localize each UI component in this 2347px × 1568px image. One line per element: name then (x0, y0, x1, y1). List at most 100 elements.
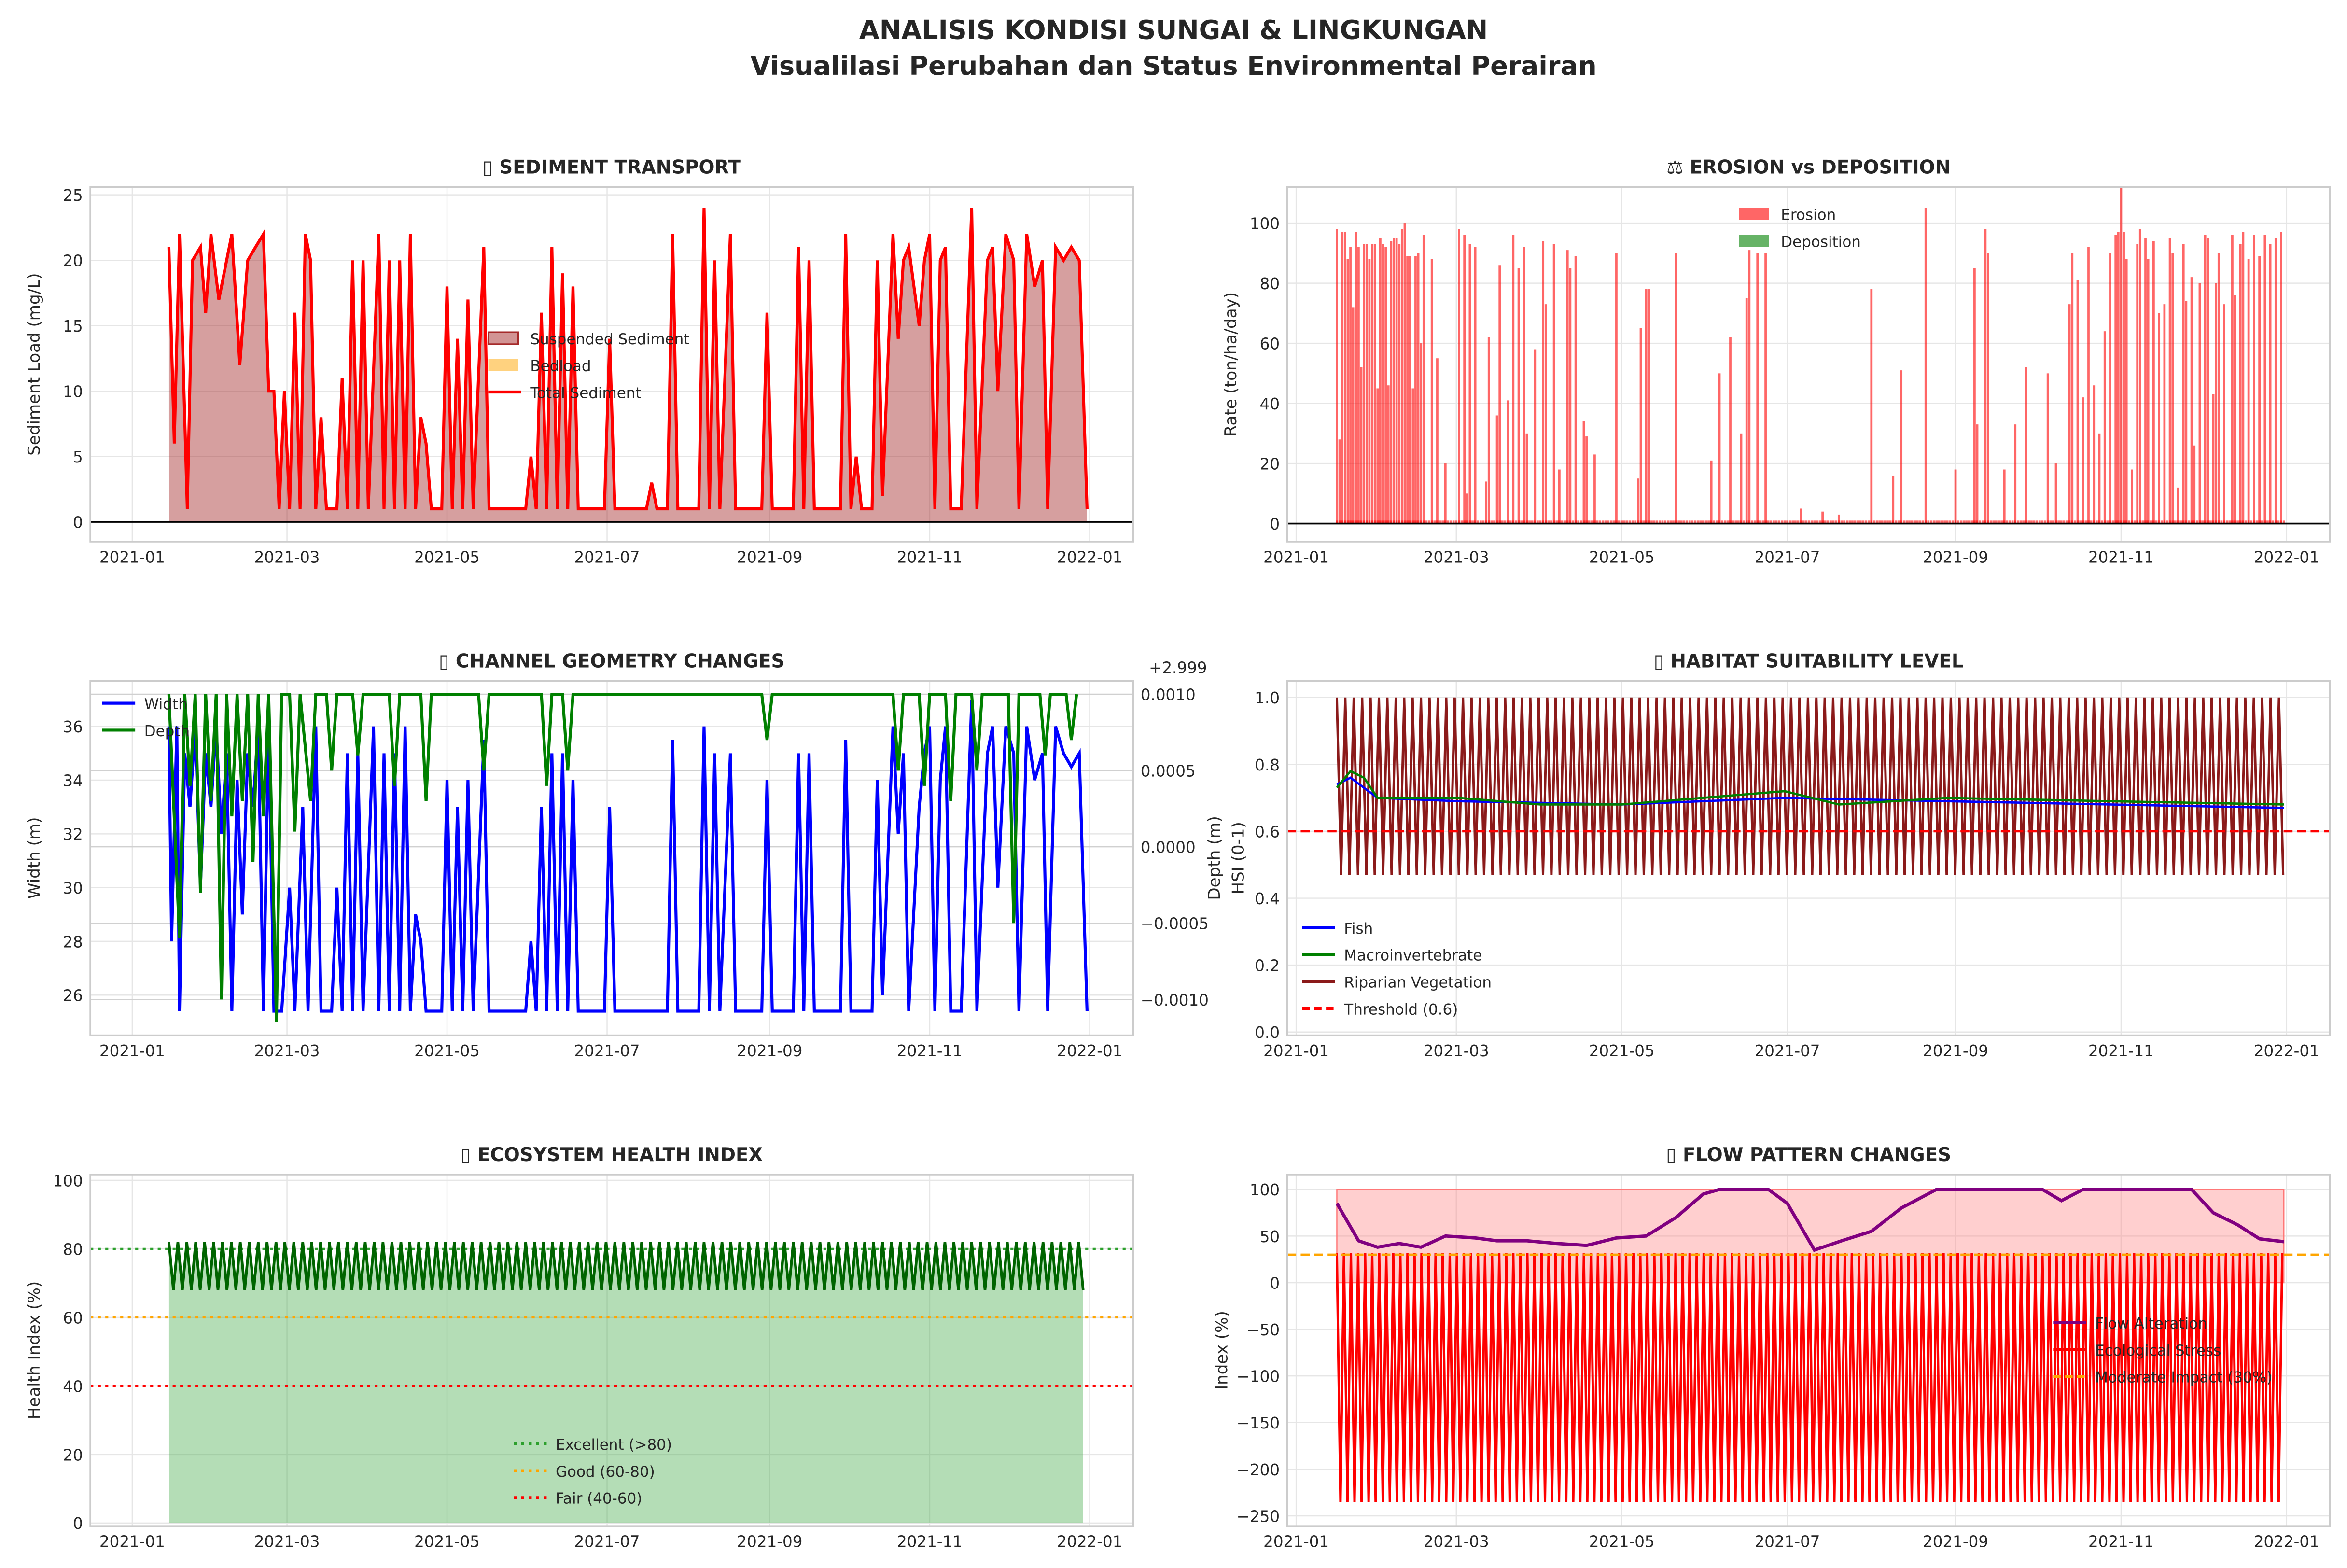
legend-label: Suspended Sediment (530, 331, 689, 348)
erosion-bar (2044, 520, 2046, 524)
erosion-bar (2174, 520, 2177, 524)
legend-swatch (1739, 208, 1769, 220)
erosion-bar (1558, 469, 1561, 524)
erosion-bar (1832, 520, 1835, 524)
y-tick-label: 60 (1260, 335, 1280, 353)
erosion-bar (2228, 520, 2231, 524)
erosion-bar (2217, 520, 2220, 524)
y-tick-label: 20 (63, 252, 83, 270)
erosion-bar (1512, 235, 1515, 524)
erosion-bar (1450, 520, 1452, 524)
erosion-bar (1954, 520, 1957, 524)
legend-item-0: Fish (1302, 920, 1373, 938)
erosion-bar (1417, 520, 1420, 524)
erosion-bar (2223, 520, 2225, 524)
erosion-bar (1349, 247, 1352, 524)
x-tick-label: 2021-05 (414, 1533, 480, 1551)
y-axis-label: Health Index (%) (25, 1281, 44, 1419)
x-tick-label: 2021-03 (1424, 548, 1489, 566)
erosion-bar (1555, 520, 1558, 524)
erosion-bar (2185, 520, 2188, 524)
erosion-bar (2280, 520, 2282, 524)
erosion-bar (1387, 385, 1390, 524)
erosion-bar (1574, 520, 1577, 524)
erosion-bar (1373, 520, 1376, 524)
erosion-bar (2179, 520, 2182, 524)
erosion-bar (1525, 520, 1528, 524)
riparian-vegetation-line (1335, 697, 2285, 875)
erosion-bar (2212, 520, 2215, 524)
erosion-bar (1479, 520, 1482, 524)
erosion-bar (1490, 520, 1493, 524)
erosion-bar (2215, 283, 2218, 524)
erosion-bar (1881, 520, 1884, 524)
erosion-bar (1411, 520, 1414, 524)
erosion-bar (2144, 238, 2147, 524)
x-tick-label: 2021-07 (574, 1042, 640, 1060)
x-tick-label: 2022-01 (1057, 548, 1122, 566)
plot-marks (90, 208, 1133, 523)
right-y-tick-label: −0.0010 (1141, 991, 1209, 1009)
erosion-bar (2258, 256, 2261, 524)
x-tick-label: 2021-07 (1755, 1533, 1820, 1551)
panel-6: 2021-01 2021-03 2021-05 2021-07 2021-09 2021-… (1213, 1144, 2331, 1551)
y-tick-label: 25 (63, 186, 83, 205)
x-tick-label: 2021-11 (897, 548, 963, 566)
erosion-bar (2188, 520, 2190, 524)
erosion-bar (1352, 307, 1355, 524)
legend-item-2: Total Sediment (488, 384, 642, 402)
erosion-bar (1564, 520, 1566, 524)
y-tick-label: 0.8 (1255, 756, 1280, 774)
erosion-bar (1422, 520, 1425, 524)
erosion-bar (1615, 520, 1618, 524)
erosion-bar (2155, 520, 2158, 524)
y-tick-label: 0.6 (1255, 823, 1280, 841)
erosion-bar (1710, 520, 1713, 524)
erosion-bar (1523, 247, 1525, 524)
erosion-bar (1525, 433, 1528, 524)
erosion-bar (1808, 520, 1810, 524)
erosion-bar (1905, 520, 1908, 524)
erosion-bar (2038, 520, 2041, 524)
erosion-bar (1740, 433, 1743, 524)
suspended-sediment-area (168, 208, 1088, 522)
erosion-bar (2150, 520, 2152, 524)
erosion-bar (1572, 520, 1574, 524)
erosion-bar (1718, 520, 1721, 524)
erosion-bar (2036, 520, 2039, 524)
erosion-bar (1959, 520, 1962, 524)
legend-item-2: Riparian Vegetation (1302, 974, 1492, 991)
legend-swatch (488, 359, 518, 371)
legend-label: Bedload (530, 358, 591, 375)
erosion-bar (1460, 520, 1463, 524)
erosion-bar (1713, 520, 1716, 524)
erosion-bar (2103, 331, 2106, 524)
erosion-bar (1338, 520, 1341, 524)
erosion-bar (2125, 520, 2128, 524)
erosion-bar (1773, 520, 1775, 524)
erosion-bar (2158, 313, 2161, 524)
erosion-bar (1634, 520, 1637, 524)
x-tick-label: 2021-01 (1263, 1533, 1329, 1551)
erosion-bar (2255, 520, 2258, 524)
erosion-bar (1439, 520, 1441, 524)
erosion-bar (2247, 259, 2250, 524)
erosion-bar (1626, 520, 1629, 524)
x-tick-label: 2022-01 (2254, 1533, 2319, 1551)
erosion-bar (2182, 244, 2185, 524)
erosion-bar (1854, 520, 1857, 524)
erosion-bar (1932, 520, 1935, 524)
erosion-bar (1621, 520, 1623, 524)
erosion-bar (2046, 373, 2049, 524)
erosion-bar (2071, 520, 2074, 524)
erosion-bar (1599, 520, 1602, 524)
erosion-bar (1911, 520, 1914, 524)
legend-item-1: Deposition (1739, 233, 1861, 251)
x-tick-label: 2021-07 (1755, 1042, 1820, 1060)
erosion-bar (2087, 247, 2090, 524)
erosion-bar (2225, 520, 2228, 524)
x-tick-label: 2021-11 (897, 1042, 963, 1060)
x-tick-label: 2021-03 (254, 1533, 320, 1551)
erosion-bar (1544, 304, 1547, 524)
erosion-bar (1862, 520, 1865, 524)
